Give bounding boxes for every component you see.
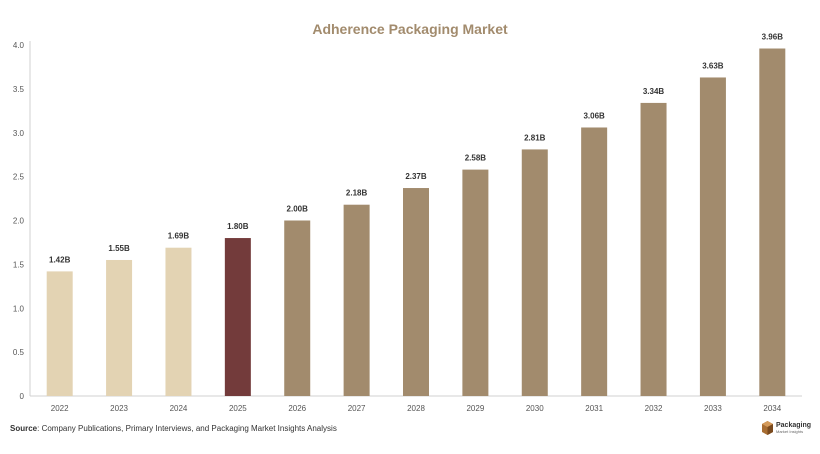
bar	[581, 127, 608, 397]
bar	[343, 204, 370, 396]
source-label: Source	[10, 424, 38, 433]
chart-title: Adherence Packaging Market	[312, 21, 508, 37]
bar-data-label: 1.42B	[49, 255, 71, 264]
bar	[521, 149, 548, 396]
bar-data-label: 3.63B	[702, 61, 724, 70]
x-tick-label: 2032	[645, 404, 663, 413]
source-text: : Company Publications, Primary Intervie…	[37, 424, 337, 433]
y-tick-label: 2.0	[13, 217, 25, 226]
y-tick-label: 4.0	[13, 41, 25, 50]
bar	[106, 259, 133, 396]
brand-name: Packaging	[776, 422, 812, 429]
y-tick-label: 0	[20, 392, 25, 401]
x-tick-label: 2031	[585, 404, 603, 413]
x-tick-label: 2034	[763, 404, 781, 413]
bar	[46, 271, 73, 396]
source-note: Source: Company Publications, Primary In…	[10, 424, 337, 433]
x-tick-label: 2024	[170, 404, 188, 413]
brand-tagline: Market Insights	[776, 429, 804, 434]
bar-data-label: 2.58B	[465, 154, 487, 163]
x-tick-label: 2026	[288, 404, 306, 413]
brand-logo: Packaging Market Insights	[762, 421, 811, 435]
y-tick-label: 0.5	[13, 348, 25, 357]
bar-data-label: 3.96B	[762, 33, 784, 42]
bar-data-label: 2.18B	[346, 189, 368, 198]
bar	[640, 102, 667, 396]
y-tick-label: 1.5	[13, 260, 25, 269]
bar-data-label: 2.37B	[405, 172, 427, 181]
bar	[462, 169, 489, 396]
y-tick-label: 3.5	[13, 85, 25, 94]
bar	[284, 220, 311, 396]
bar	[403, 188, 429, 396]
x-tick-label: 2023	[110, 404, 128, 413]
x-tick-label: 2030	[526, 404, 544, 413]
y-tick-label: 2.5	[13, 173, 25, 182]
bar-data-label: 2.81B	[524, 133, 546, 142]
bar-data-label: 1.55B	[108, 244, 130, 253]
x-tick-label: 2033	[704, 404, 722, 413]
bar-data-label: 3.06B	[583, 111, 605, 120]
bar-data-label: 2.00B	[287, 205, 309, 214]
y-tick-label: 3.0	[13, 129, 25, 138]
bar	[759, 48, 786, 396]
x-tick-label: 2022	[51, 404, 69, 413]
bar-data-label: 3.34B	[643, 87, 665, 96]
bar-data-label: 1.80B	[227, 222, 249, 231]
bar	[165, 247, 192, 396]
box-logo-icon	[762, 421, 773, 435]
bar	[699, 77, 726, 396]
x-tick-label: 2025	[229, 404, 247, 413]
x-tick-label: 2027	[348, 404, 366, 413]
y-tick-label: 1.0	[13, 304, 25, 313]
x-tick-label: 2029	[466, 404, 484, 413]
x-tick-label: 2028	[407, 404, 425, 413]
bar-data-label: 1.69B	[168, 232, 190, 241]
bar	[224, 238, 251, 396]
